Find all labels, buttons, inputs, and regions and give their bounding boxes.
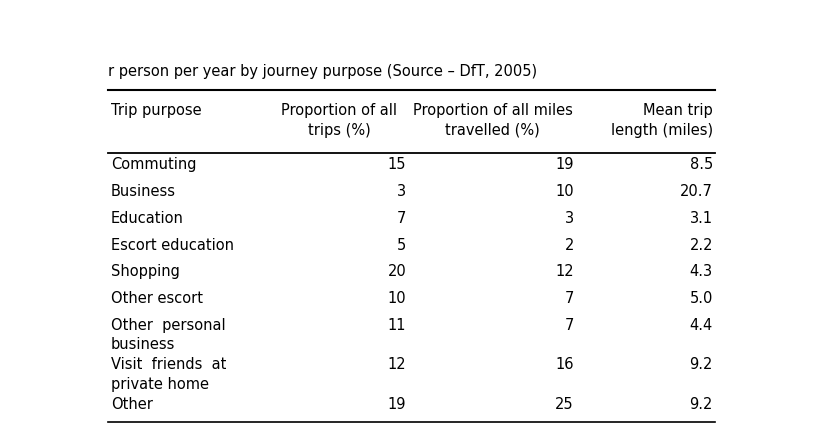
Text: Other: Other [111,397,153,412]
Text: 7: 7 [397,211,406,226]
Text: Proportion of all miles
travelled (%): Proportion of all miles travelled (%) [413,103,573,137]
Text: Other  personal
business: Other personal business [111,318,225,352]
Text: Commuting: Commuting [111,157,197,172]
Text: 12: 12 [555,264,574,279]
Text: r person per year by journey purpose (Source – DfT, 2005): r person per year by journey purpose (So… [109,64,538,79]
Text: Visit  friends  at
private home: Visit friends at private home [111,357,226,392]
Text: 12: 12 [388,357,406,372]
Text: 3.1: 3.1 [690,211,713,226]
Text: 7: 7 [565,318,574,333]
Text: Education: Education [111,211,184,226]
Text: 5: 5 [397,238,406,252]
Text: 20: 20 [388,264,406,279]
Text: 10: 10 [555,184,574,199]
Text: 9.2: 9.2 [690,357,713,372]
Text: 19: 19 [555,157,574,172]
Text: 10: 10 [388,291,406,306]
Text: Mean trip
length (miles): Mean trip length (miles) [610,103,713,137]
Text: Proportion of all
trips (%): Proportion of all trips (%) [282,103,397,137]
Text: 16: 16 [555,357,574,372]
Text: Trip purpose: Trip purpose [111,103,202,118]
Text: 7: 7 [565,291,574,306]
Text: 9.2: 9.2 [690,397,713,412]
Text: 3: 3 [565,211,574,226]
Text: 4.3: 4.3 [690,264,713,279]
Text: 2.2: 2.2 [690,238,713,252]
Text: 4.4: 4.4 [690,318,713,333]
Text: 2: 2 [565,238,574,252]
Text: 19: 19 [388,397,406,412]
Text: Shopping: Shopping [111,264,180,279]
Text: Escort education: Escort education [111,238,234,252]
Text: 15: 15 [388,157,406,172]
Text: Other escort: Other escort [111,291,203,306]
Text: Business: Business [111,184,176,199]
Text: 5.0: 5.0 [690,291,713,306]
Text: 11: 11 [388,318,406,333]
Text: 3: 3 [397,184,406,199]
Text: 20.7: 20.7 [680,184,713,199]
Text: 8.5: 8.5 [690,157,713,172]
Text: 25: 25 [555,397,574,412]
